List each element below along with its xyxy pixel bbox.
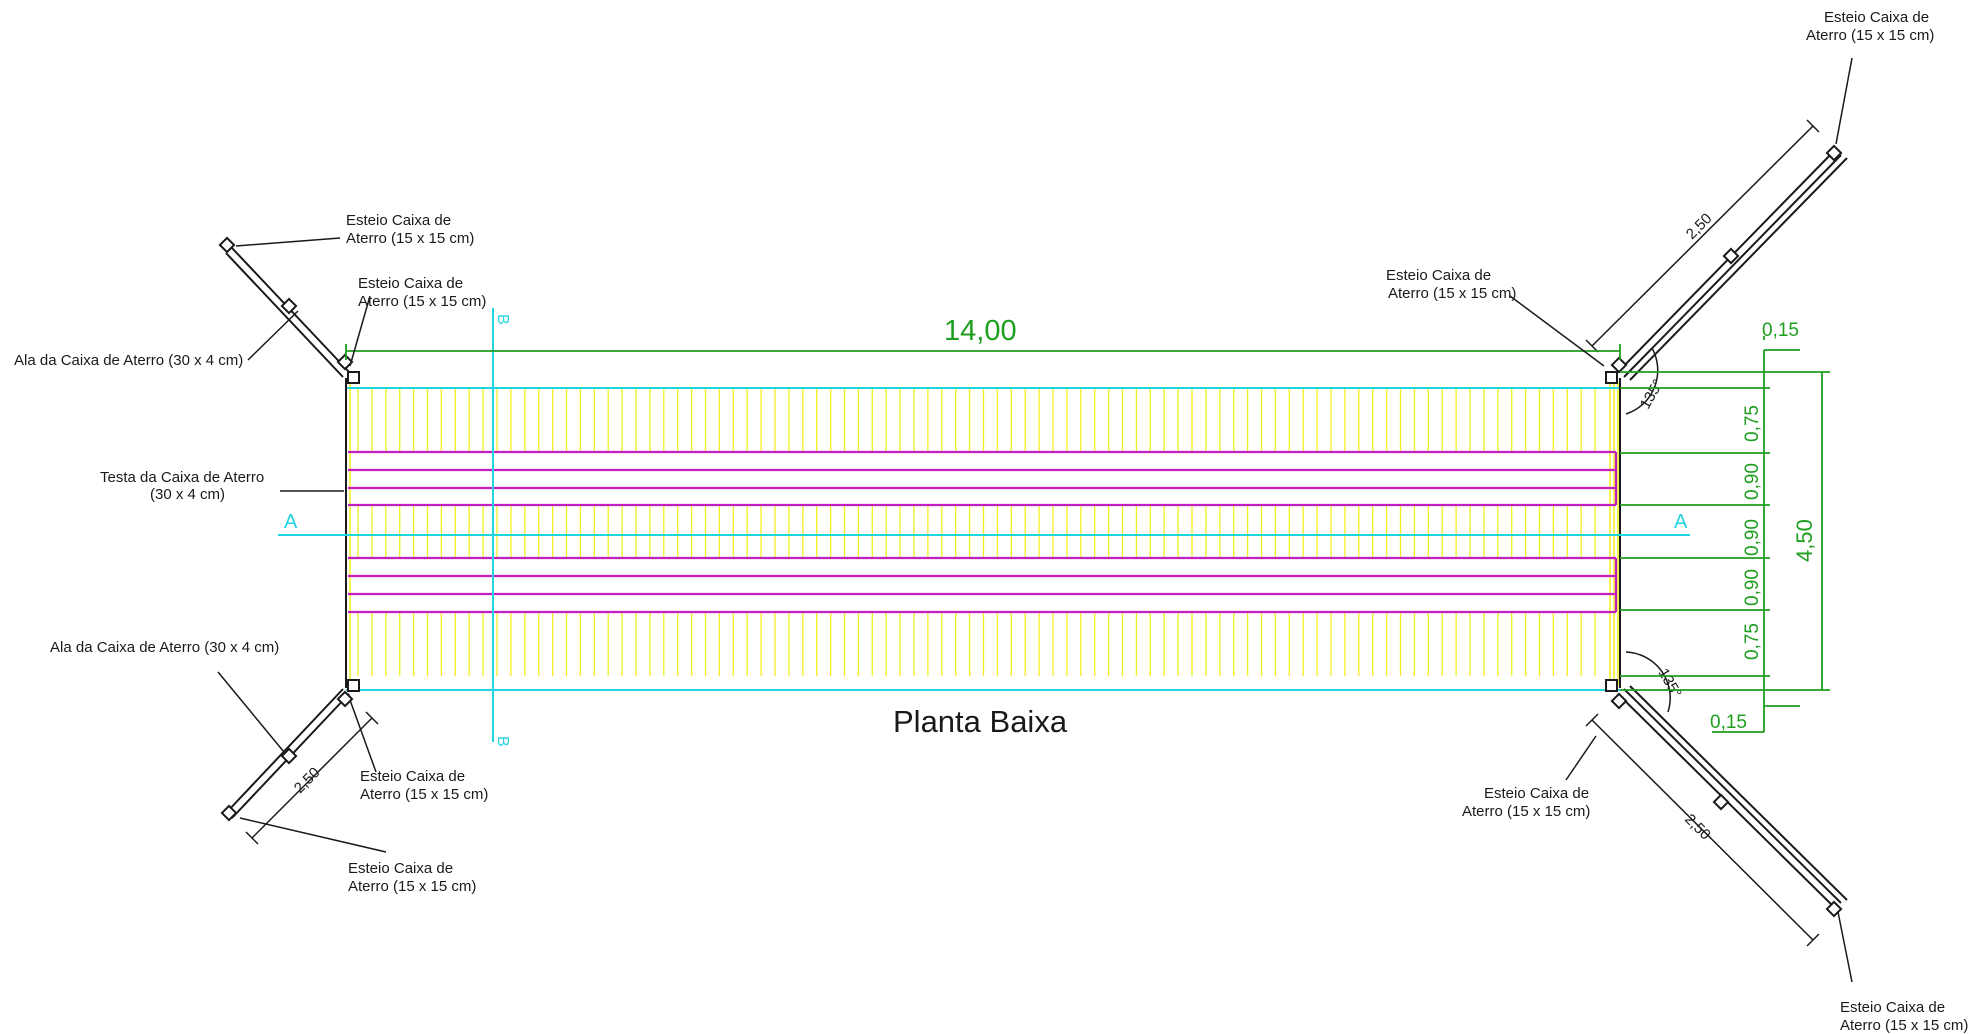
leader-lines — [217, 57, 1853, 983]
svg-text:Aterro (15 x 15 cm): Aterro (15 x 15 cm) — [1462, 803, 1590, 820]
dimension-width: 4,50 — [1792, 519, 1817, 562]
svg-text:Esteio Caixa de: Esteio Caixa de — [1824, 9, 1929, 26]
svg-text:Testa da Caixa de Aterro: Testa da Caixa de Aterro — [100, 469, 264, 486]
svg-text:Esteio Caixa de: Esteio Caixa de — [1840, 999, 1945, 1016]
dimension-segment: 0,75 — [1742, 623, 1763, 660]
label-ala-top-left: Ala da Caixa de Aterro (30 x 4 cm) — [14, 352, 243, 369]
dimension-segment: 0,90 — [1742, 569, 1763, 606]
svg-text:Esteio Caixa de: Esteio Caixa de — [1386, 267, 1491, 284]
svg-text:Aterro (15 x 15 cm): Aterro (15 x 15 cm) — [1840, 1017, 1968, 1034]
section-mark-b-bottom: B — [494, 736, 511, 747]
dimension-segment: 0,90 — [1742, 519, 1763, 556]
angle-bottom-right: 135° — [1655, 666, 1685, 701]
label-esteio-top-left-outer: Esteio Caixa de Aterro (15 x 15 cm) — [346, 212, 474, 247]
label-esteio-bottom-right-inner: Esteio Caixa de Aterro (15 x 15 cm) — [1462, 785, 1590, 820]
green-dimension-lines — [345, 336, 1830, 733]
wing-dimension-bottom-left: 2,50 — [291, 764, 324, 797]
section-mark-a-right: A — [1674, 511, 1688, 533]
svg-text:(30 x 4 cm): (30 x 4 cm) — [150, 486, 225, 503]
svg-text:Aterro (15 x 15 cm): Aterro (15 x 15 cm) — [346, 230, 474, 247]
svg-text:Aterro (15 x 15 cm): Aterro (15 x 15 cm) — [348, 878, 476, 895]
deck-planks-top — [357, 388, 1596, 452]
svg-text:Aterro (15 x 15 cm): Aterro (15 x 15 cm) — [358, 293, 486, 310]
svg-text:Aterro (15 x 15 cm): Aterro (15 x 15 cm) — [360, 786, 488, 803]
label-esteio-top-right-inner: Esteio Caixa de Aterro (15 x 15 cm) — [1386, 267, 1516, 302]
angle-arcs — [1625, 347, 1671, 713]
section-mark-b-top: B — [494, 314, 511, 325]
label-ala-bottom-left: Ala da Caixa de Aterro (30 x 4 cm) — [50, 639, 279, 656]
svg-text:Aterro (15 x 15 cm): Aterro (15 x 15 cm) — [1806, 27, 1934, 44]
wing-dimension-lines — [245, 119, 1820, 947]
svg-text:Esteio Caixa de: Esteio Caixa de — [358, 275, 463, 292]
dimension-offset-top: 0,15 — [1762, 320, 1799, 341]
drawing-title: Planta Baixa — [893, 704, 1068, 739]
svg-text:Esteio Caixa de: Esteio Caixa de — [346, 212, 451, 229]
longitudinal-beams — [348, 450, 1618, 614]
label-esteio-bottom-left-outer: Esteio Caixa de Aterro (15 x 15 cm) — [348, 860, 476, 895]
dimension-segment: 0,90 — [1742, 463, 1763, 500]
svg-text:Aterro (15 x 15 cm): Aterro (15 x 15 cm) — [1388, 285, 1516, 302]
section-lines — [278, 308, 1690, 742]
label-esteio-top-right-outer: Esteio Caixa de Aterro (15 x 15 cm) — [1806, 9, 1934, 44]
svg-text:Esteio Caixa de: Esteio Caixa de — [348, 860, 453, 877]
svg-text:Esteio Caixa de: Esteio Caixa de — [360, 768, 465, 785]
label-testa: Testa da Caixa de Aterro (30 x 4 cm) — [100, 469, 264, 503]
wing-dimension-bottom-right: 2,50 — [1681, 811, 1714, 844]
deck-outline — [345, 378, 1621, 691]
svg-text:Esteio Caixa de: Esteio Caixa de — [1484, 785, 1589, 802]
deck-planks-bottom — [357, 612, 1596, 676]
dimension-segment: 0,75 — [1742, 405, 1763, 442]
dimension-length: 14,00 — [944, 315, 1017, 347]
label-esteio-top-left-inner: Esteio Caixa de Aterro (15 x 15 cm) — [358, 275, 486, 310]
label-esteio-bottom-right-outer: Esteio Caixa de Aterro (15 x 15 cm) — [1840, 999, 1968, 1034]
label-esteio-bottom-left-inner: Esteio Caixa de Aterro (15 x 15 cm) — [360, 768, 488, 803]
section-mark-a-left: A — [284, 511, 298, 533]
wing-dimension-top-right: 2,50 — [1683, 210, 1716, 243]
deck-planks-middle — [357, 505, 1596, 558]
angle-top-right: 135° — [1637, 377, 1667, 412]
dimension-offset-bottom: 0,15 — [1710, 712, 1747, 733]
posts — [218, 144, 1843, 918]
